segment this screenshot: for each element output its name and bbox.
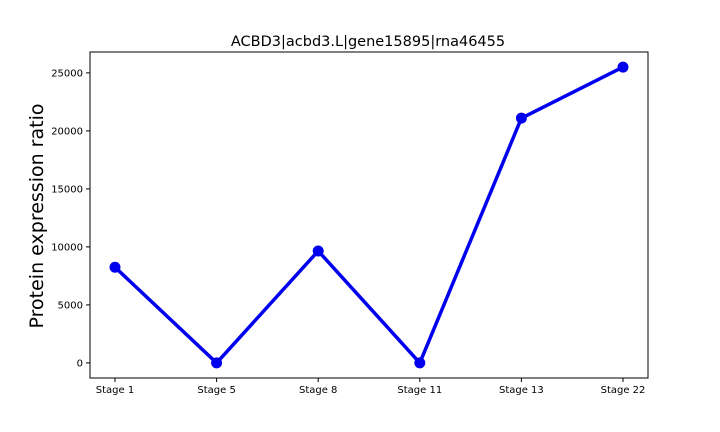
x-tick-label: Stage 11 [397, 385, 442, 396]
axes-frame [89, 51, 649, 379]
data-point [312, 245, 324, 257]
x-tick-label: Stage 8 [299, 385, 337, 396]
data-point [109, 261, 121, 273]
data-point [617, 61, 629, 73]
data-point [515, 112, 527, 124]
x-tick-label: Stage 22 [601, 385, 646, 396]
y-tick-label: 10000 [51, 242, 83, 253]
y-tick-label: 20000 [51, 126, 83, 137]
y-axis-label: Protein expression ratio [26, 104, 48, 329]
data-point [414, 357, 426, 369]
y-tick-label: 25000 [51, 68, 83, 79]
x-tick-label: Stage 13 [499, 385, 544, 396]
y-tick-label: 0 [77, 358, 83, 369]
x-tick-label: Stage 1 [96, 385, 134, 396]
plot-area: Stage 1 Stage 5 Stage 8 Stage 11 Stage 13 Sta… [51, 51, 649, 396]
x-tick-label: Stage 5 [197, 385, 235, 396]
chart-title: ACBD3|acbd3.L|gene15895|rna46455 [231, 34, 505, 50]
series-line [113, 65, 625, 365]
y-tick-label: 15000 [51, 184, 83, 195]
data-point [211, 357, 223, 369]
y-tick-label: 5000 [58, 300, 83, 311]
